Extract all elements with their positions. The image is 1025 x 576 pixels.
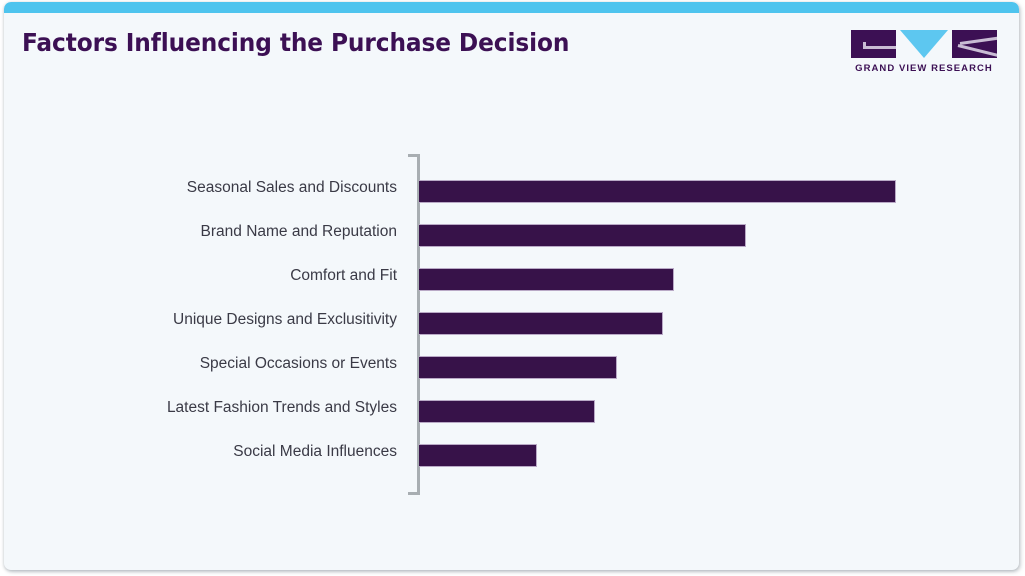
- bar-series-item[interactable]: [419, 180, 896, 203]
- grand-view-research-logo: GRAND VIEW RESEARCH: [851, 27, 997, 79]
- logo-triangle-icon: [900, 30, 948, 58]
- category-label: Latest Fashion Trends and Styles: [166, 399, 397, 416]
- logo-g-horizontal-stroke: [863, 46, 896, 49]
- top-accent-bar: [4, 2, 1019, 13]
- bar-series-item[interactable]: [419, 312, 663, 335]
- logo-marks: [851, 27, 997, 59]
- category-label: Brand Name and Reputation: [200, 223, 397, 240]
- chart-row: Comfort and Fit: [4, 258, 1019, 302]
- chart-row: Seasonal Sales and Discounts: [4, 170, 1019, 214]
- y-axis-line: [417, 154, 420, 495]
- chart-row: Social Media Influences: [4, 434, 1019, 478]
- chart-row: Brand Name and Reputation: [4, 214, 1019, 258]
- chart-row: Special Occasions or Events: [4, 346, 1019, 390]
- slide-card: Factors Influencing the Purchase Decisio…: [4, 2, 1019, 570]
- logo-r-icon: [952, 30, 997, 58]
- bar-series-item[interactable]: [419, 400, 595, 423]
- logo-text: GRAND VIEW RESEARCH: [855, 63, 993, 74]
- bar-chart: Seasonal Sales and Discounts Brand Name …: [4, 2, 1019, 570]
- bar-series-item[interactable]: [419, 268, 674, 291]
- category-label: Comfort and Fit: [290, 267, 397, 284]
- category-label: Seasonal Sales and Discounts: [186, 179, 397, 196]
- page-title: Factors Influencing the Purchase Decisio…: [22, 28, 570, 57]
- category-label: Unique Designs and Exclusitivity: [173, 311, 397, 328]
- bar-series-item[interactable]: [419, 444, 537, 467]
- bar-series-item[interactable]: [419, 356, 617, 379]
- category-label: Special Occasions or Events: [199, 355, 397, 372]
- chart-row: Unique Designs and Exclusitivity: [4, 302, 1019, 346]
- logo-g-icon: [851, 30, 896, 58]
- chart-row: Latest Fashion Trends and Styles: [4, 390, 1019, 434]
- bar-series-item[interactable]: [419, 224, 746, 247]
- category-label: Social Media Influences: [233, 443, 397, 460]
- y-axis-top-cap: [408, 154, 420, 157]
- logo-g-vertical-stroke: [863, 42, 866, 49]
- y-axis-bottom-cap: [408, 492, 420, 495]
